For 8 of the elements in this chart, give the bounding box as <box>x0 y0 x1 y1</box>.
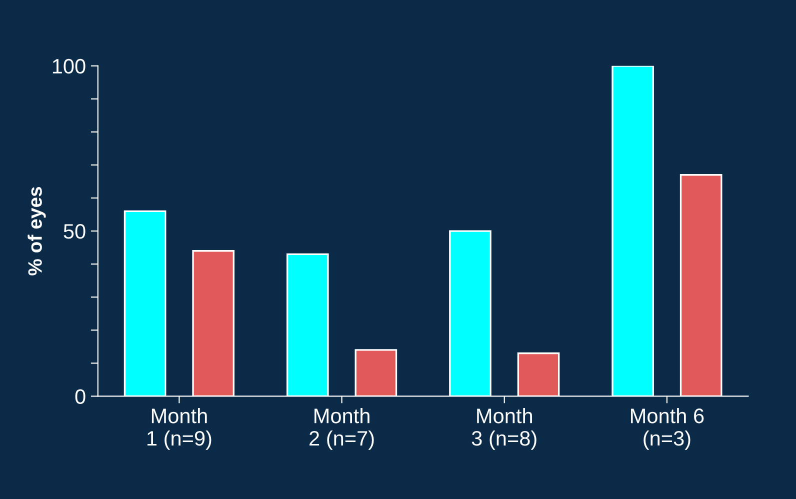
y-axis-title: % of eyes <box>28 186 46 276</box>
y-tick-label: 50 <box>64 224 86 239</box>
y-tick-label: 100 <box>52 58 86 74</box>
x-tick-label: Month 6 (n=3) <box>631 408 704 450</box>
x-tick-label: Month 2 (n=7) <box>310 408 374 450</box>
x-tick-label: Month 3 (n=8) <box>472 408 536 450</box>
y-tick-label: 0 <box>75 389 86 404</box>
x-tick-label: Month 1 (n=9) <box>147 408 212 450</box>
